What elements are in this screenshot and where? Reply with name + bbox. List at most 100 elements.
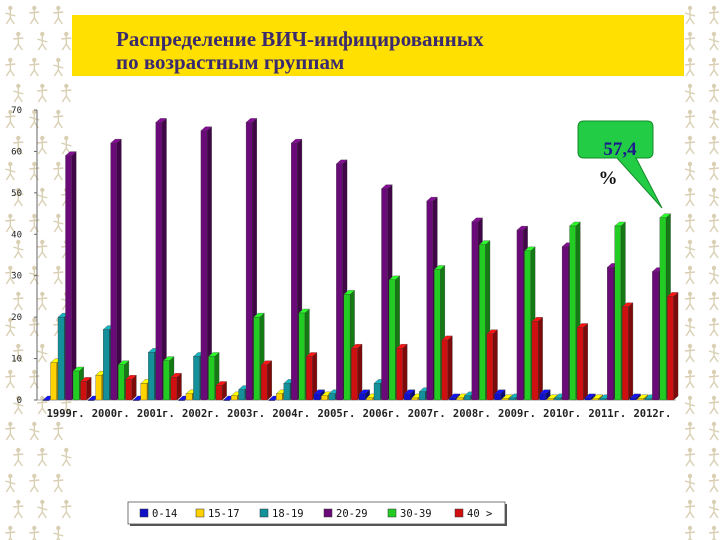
background-figure (29, 421, 40, 441)
background-figure (53, 473, 64, 493)
bar (636, 394, 649, 401)
bar (200, 126, 213, 401)
legend-item: 18-19 (259, 508, 304, 520)
background-figure (684, 57, 696, 77)
background-figure (37, 291, 48, 311)
background-figure (684, 135, 696, 155)
x-tick-label: 2010г. (543, 408, 581, 420)
legend-swatch (387, 508, 397, 518)
x-tick-label: 1999г. (47, 408, 85, 420)
background-figure (684, 161, 696, 181)
bar (350, 343, 363, 401)
x-tick-label: 2000г. (92, 408, 130, 420)
legend-swatch (323, 508, 333, 518)
bars (42, 118, 679, 401)
background-figure (684, 187, 696, 207)
background-figure (29, 525, 40, 540)
background-figure (53, 265, 64, 285)
callout-value: 57,4 (603, 139, 637, 160)
bar (621, 302, 634, 401)
background-figure (708, 343, 720, 363)
background-figure (708, 135, 720, 155)
background-figure (708, 83, 720, 103)
background-figure (13, 291, 24, 311)
background-figure (684, 395, 696, 415)
background-figure (37, 343, 48, 363)
x-tick-label: 2009г. (498, 408, 536, 420)
background-figure (29, 57, 40, 77)
background-figure (53, 161, 64, 181)
background-figure (708, 395, 720, 415)
legend-label: 0-14 (152, 508, 177, 520)
background-figure (61, 135, 72, 155)
background-figure (29, 369, 40, 389)
x-tick-label: 2008г. (453, 408, 491, 420)
background-figure (684, 421, 696, 441)
background-figure (37, 135, 48, 155)
background-figure (708, 239, 720, 259)
background-figure (708, 525, 720, 540)
background-figure (684, 447, 696, 467)
background-figure (53, 525, 64, 540)
background-figure (708, 109, 720, 129)
background-figure (53, 421, 64, 441)
background-figure (5, 161, 16, 181)
bar (396, 343, 408, 401)
background-figure (5, 421, 16, 441)
background-figure (53, 57, 64, 77)
legend-item: 30-39 (387, 508, 432, 520)
background-figure (37, 447, 48, 467)
background-figure (61, 83, 72, 103)
legend-item: 0-14 (139, 508, 177, 520)
background-figure (708, 265, 720, 285)
background-figure (684, 83, 696, 103)
y-tick-label: 30 (11, 272, 22, 282)
background-figure (13, 343, 24, 363)
background-figure (53, 213, 64, 233)
background-figure (13, 499, 24, 519)
background-figure (684, 265, 696, 285)
y-tick-label: 60 (11, 147, 22, 157)
background-figure (5, 5, 16, 25)
background-figure (13, 395, 24, 415)
bar (65, 151, 77, 401)
background-figure (37, 499, 48, 519)
legend-label: 30-39 (400, 508, 432, 520)
background-figure (13, 31, 24, 51)
legend-label: 20-29 (336, 508, 368, 520)
background-figure (708, 57, 720, 77)
x-tick-label: 2003г. (227, 408, 265, 420)
background-figure (13, 239, 24, 259)
x-axis: 1999г. 2000г. 2001г. 2002г. 2003г. 2004г. 2005… (47, 408, 672, 420)
title-banner: Распределение ВИЧ-инфицированных по возр… (72, 15, 684, 76)
background-figure (5, 109, 16, 129)
background-figure (708, 369, 720, 389)
bar (584, 393, 596, 401)
background-figure (684, 525, 696, 540)
legend-label: 40 > (467, 508, 492, 520)
background-figure (684, 31, 696, 51)
background-figure (708, 161, 720, 181)
y-tick-label: 70 (11, 106, 22, 116)
bar (666, 292, 679, 401)
background-figure (708, 31, 720, 51)
background-figure (684, 213, 696, 233)
bar (110, 138, 122, 401)
background-figure (37, 239, 48, 259)
y-tick-label: 50 (11, 189, 22, 199)
background-figure (37, 31, 48, 51)
background-figure (684, 317, 696, 337)
callout-unit: % (599, 168, 618, 189)
background-figure (29, 317, 40, 337)
background-figure (5, 369, 16, 389)
background-figure (684, 473, 696, 493)
background-figure (708, 473, 720, 493)
callout-bubble: 57,4% (577, 120, 663, 209)
y-tick-label: 40 (11, 230, 22, 240)
bar (576, 323, 589, 401)
y-tick-label: 20 (11, 313, 22, 323)
background-figure (29, 473, 40, 493)
background-figure (53, 109, 64, 129)
